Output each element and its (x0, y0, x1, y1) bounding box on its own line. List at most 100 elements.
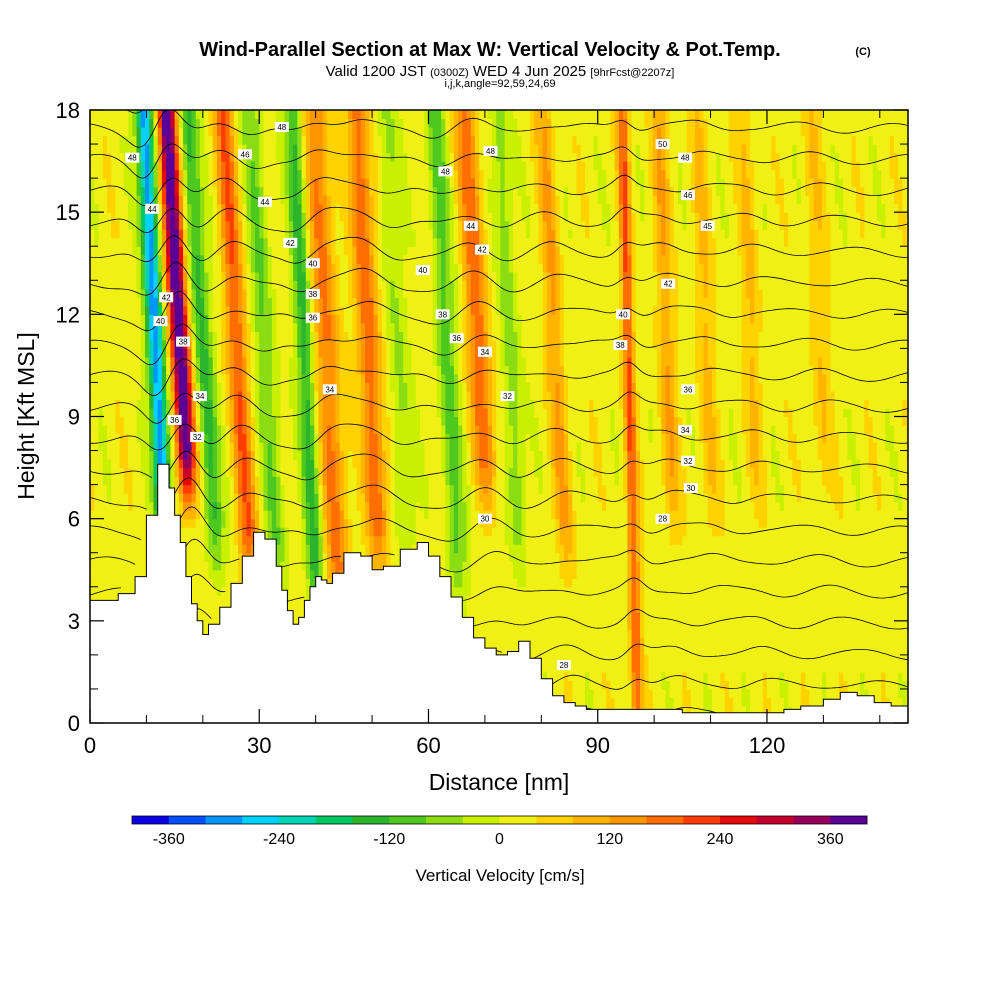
velocity-cell (132, 161, 138, 171)
velocity-cell (352, 425, 358, 435)
velocity-cell (233, 212, 239, 222)
velocity-cell (216, 144, 222, 154)
velocity-cell (94, 322, 100, 332)
velocity-cell (259, 271, 265, 281)
velocity-cell (161, 186, 167, 196)
velocity-cell (293, 390, 298, 401)
velocity-cell (326, 229, 332, 239)
velocity-cell (356, 178, 362, 188)
velocity-cell (204, 595, 210, 605)
velocity-cell (238, 552, 243, 562)
velocity-cell (348, 195, 353, 205)
velocity-cell (140, 442, 146, 452)
velocity-cell (365, 127, 370, 137)
velocity-cell (331, 331, 336, 341)
velocity-cell (233, 314, 239, 324)
velocity-cell (221, 425, 226, 435)
velocity-cell (250, 356, 256, 367)
velocity-cell (331, 373, 336, 384)
velocity-cell (331, 280, 336, 290)
velocity-cell (335, 450, 341, 460)
velocity-cell (221, 271, 226, 281)
velocity-cell (161, 127, 167, 137)
velocity-cell (200, 118, 205, 128)
velocity-cell (314, 493, 320, 503)
velocity-cell (246, 280, 252, 290)
velocity-cell (263, 161, 269, 171)
velocity-cell (145, 161, 150, 171)
velocity-cell (157, 237, 163, 247)
velocity-cell (94, 229, 100, 239)
velocity-cell (267, 510, 273, 520)
velocity-cell (293, 220, 298, 230)
velocity-cell (360, 271, 366, 281)
velocity-cell (314, 518, 320, 528)
velocity-cell (111, 459, 116, 469)
velocity-cell (356, 416, 362, 426)
velocity-cell (94, 459, 100, 469)
velocity-cell (233, 127, 239, 137)
velocity-cell (322, 450, 328, 460)
velocity-cell (322, 161, 328, 171)
velocity-cell (221, 195, 226, 205)
velocity-cell (369, 322, 375, 332)
velocity-cell (297, 595, 303, 605)
velocity-cell (208, 178, 214, 188)
velocity-cell (208, 322, 214, 332)
velocity-cell (238, 305, 243, 315)
velocity-cell (149, 127, 155, 137)
velocity-cell (106, 501, 112, 511)
velocity-cell (208, 390, 214, 401)
velocity-cell (293, 271, 298, 281)
velocity-cell (204, 416, 210, 426)
velocity-cell (183, 212, 188, 222)
velocity-cell (225, 135, 231, 145)
velocity-cell (90, 476, 95, 486)
velocity-cell (242, 220, 248, 230)
velocity-cell (356, 373, 362, 384)
velocity-cell (145, 305, 150, 315)
velocity-cell (208, 229, 214, 239)
velocity-cell (377, 527, 383, 537)
velocity-cell (238, 280, 243, 290)
velocity-cell (255, 390, 260, 401)
velocity-cell (233, 416, 239, 426)
velocity-cell (195, 382, 201, 392)
velocity-cell (161, 365, 167, 375)
velocity-cell (259, 169, 265, 179)
velocity-cell (377, 501, 383, 511)
velocity-cell (183, 484, 188, 494)
velocity-cell (140, 510, 146, 520)
velocity-cell (322, 271, 328, 281)
velocity-cell (187, 450, 193, 460)
velocity-cell (318, 493, 324, 503)
velocity-cell (352, 416, 358, 426)
velocity-cell (161, 161, 167, 171)
velocity-cell (343, 373, 349, 384)
velocity-cell (242, 169, 248, 179)
velocity-cell (161, 373, 167, 384)
velocity-cell (267, 229, 273, 239)
velocity-cell (369, 399, 375, 409)
velocity-cell (102, 305, 108, 315)
velocity-cell (267, 127, 273, 137)
velocity-cell (365, 322, 370, 332)
velocity-cell (128, 203, 133, 213)
velocity-cell (288, 467, 294, 477)
velocity-cell (310, 450, 315, 460)
velocity-cell (94, 484, 100, 494)
velocity-cell (174, 348, 180, 358)
velocity-cell (335, 561, 341, 571)
velocity-cell (123, 118, 129, 128)
velocity-cell (310, 425, 315, 435)
velocity-cell (145, 254, 150, 264)
velocity-cell (310, 484, 315, 494)
velocity-cell (305, 135, 311, 145)
velocity-cell (331, 527, 336, 537)
velocity-cell (301, 442, 307, 452)
velocity-cell (229, 407, 235, 418)
velocity-cell (310, 297, 315, 307)
velocity-cell (153, 476, 159, 486)
velocity-cell (280, 237, 286, 247)
velocity-cell (98, 237, 104, 247)
